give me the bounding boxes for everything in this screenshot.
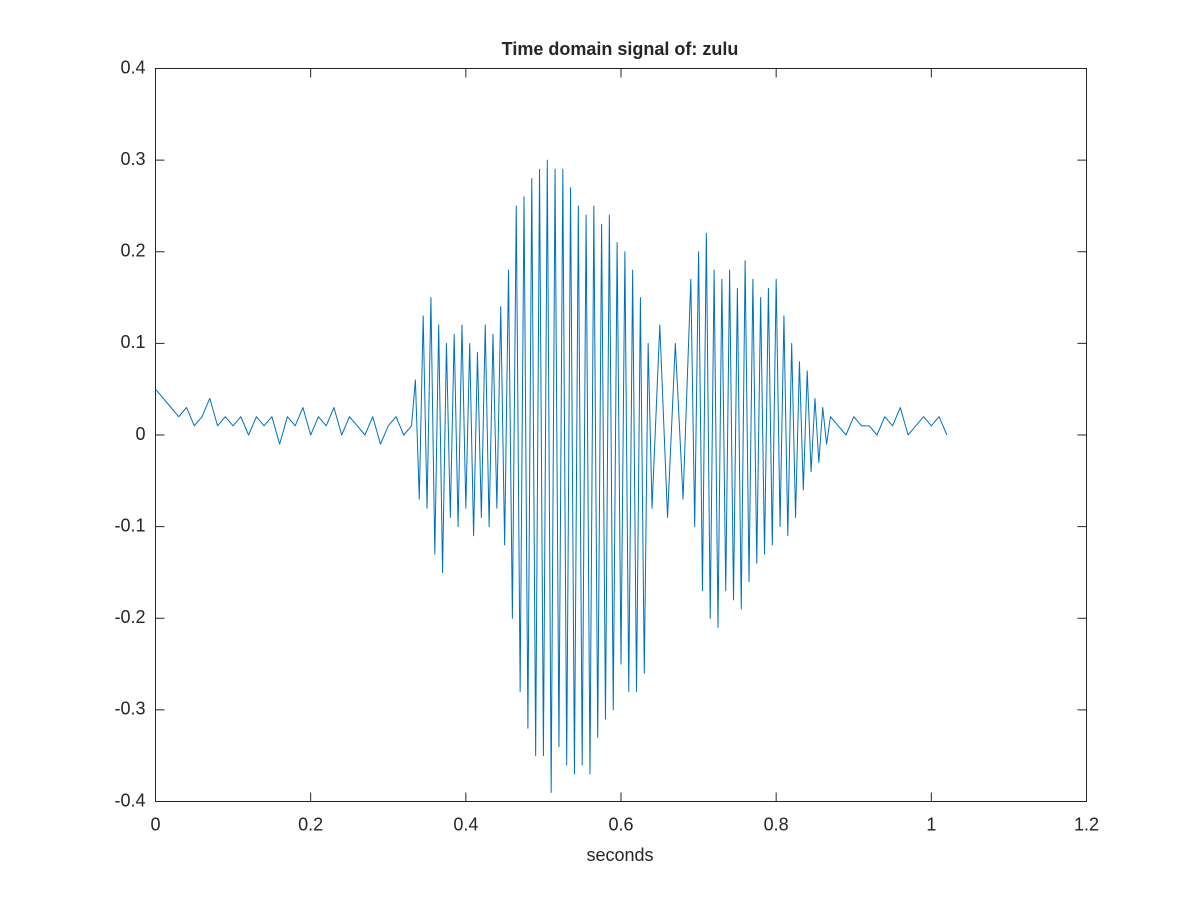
y-tick-label: -0.2 [114, 607, 145, 627]
x-tick-label: 0.2 [298, 814, 323, 834]
x-axis-label: seconds [586, 845, 653, 865]
x-tick-label: 0.4 [453, 814, 478, 834]
x-tick-label: 0.8 [764, 814, 789, 834]
y-tick-label: 0.2 [120, 241, 145, 261]
y-tick-label: -0.3 [114, 699, 145, 719]
x-tick-label: 1 [926, 814, 936, 834]
y-tick-label: -0.1 [114, 515, 145, 535]
y-tick-label: 0 [135, 424, 145, 444]
x-tick-label: 0 [150, 814, 160, 834]
y-tick-label: 0.3 [120, 149, 145, 169]
y-tick-label: 0.1 [120, 332, 145, 352]
y-tick-label: -0.4 [114, 790, 145, 810]
signal-line [155, 159, 948, 793]
x-tick-label: 0.6 [608, 814, 633, 834]
x-tick-label: 1.2 [1074, 814, 1099, 834]
y-tick-label: 0.4 [120, 57, 145, 77]
chart-title: Time domain signal of: zulu [502, 39, 739, 59]
